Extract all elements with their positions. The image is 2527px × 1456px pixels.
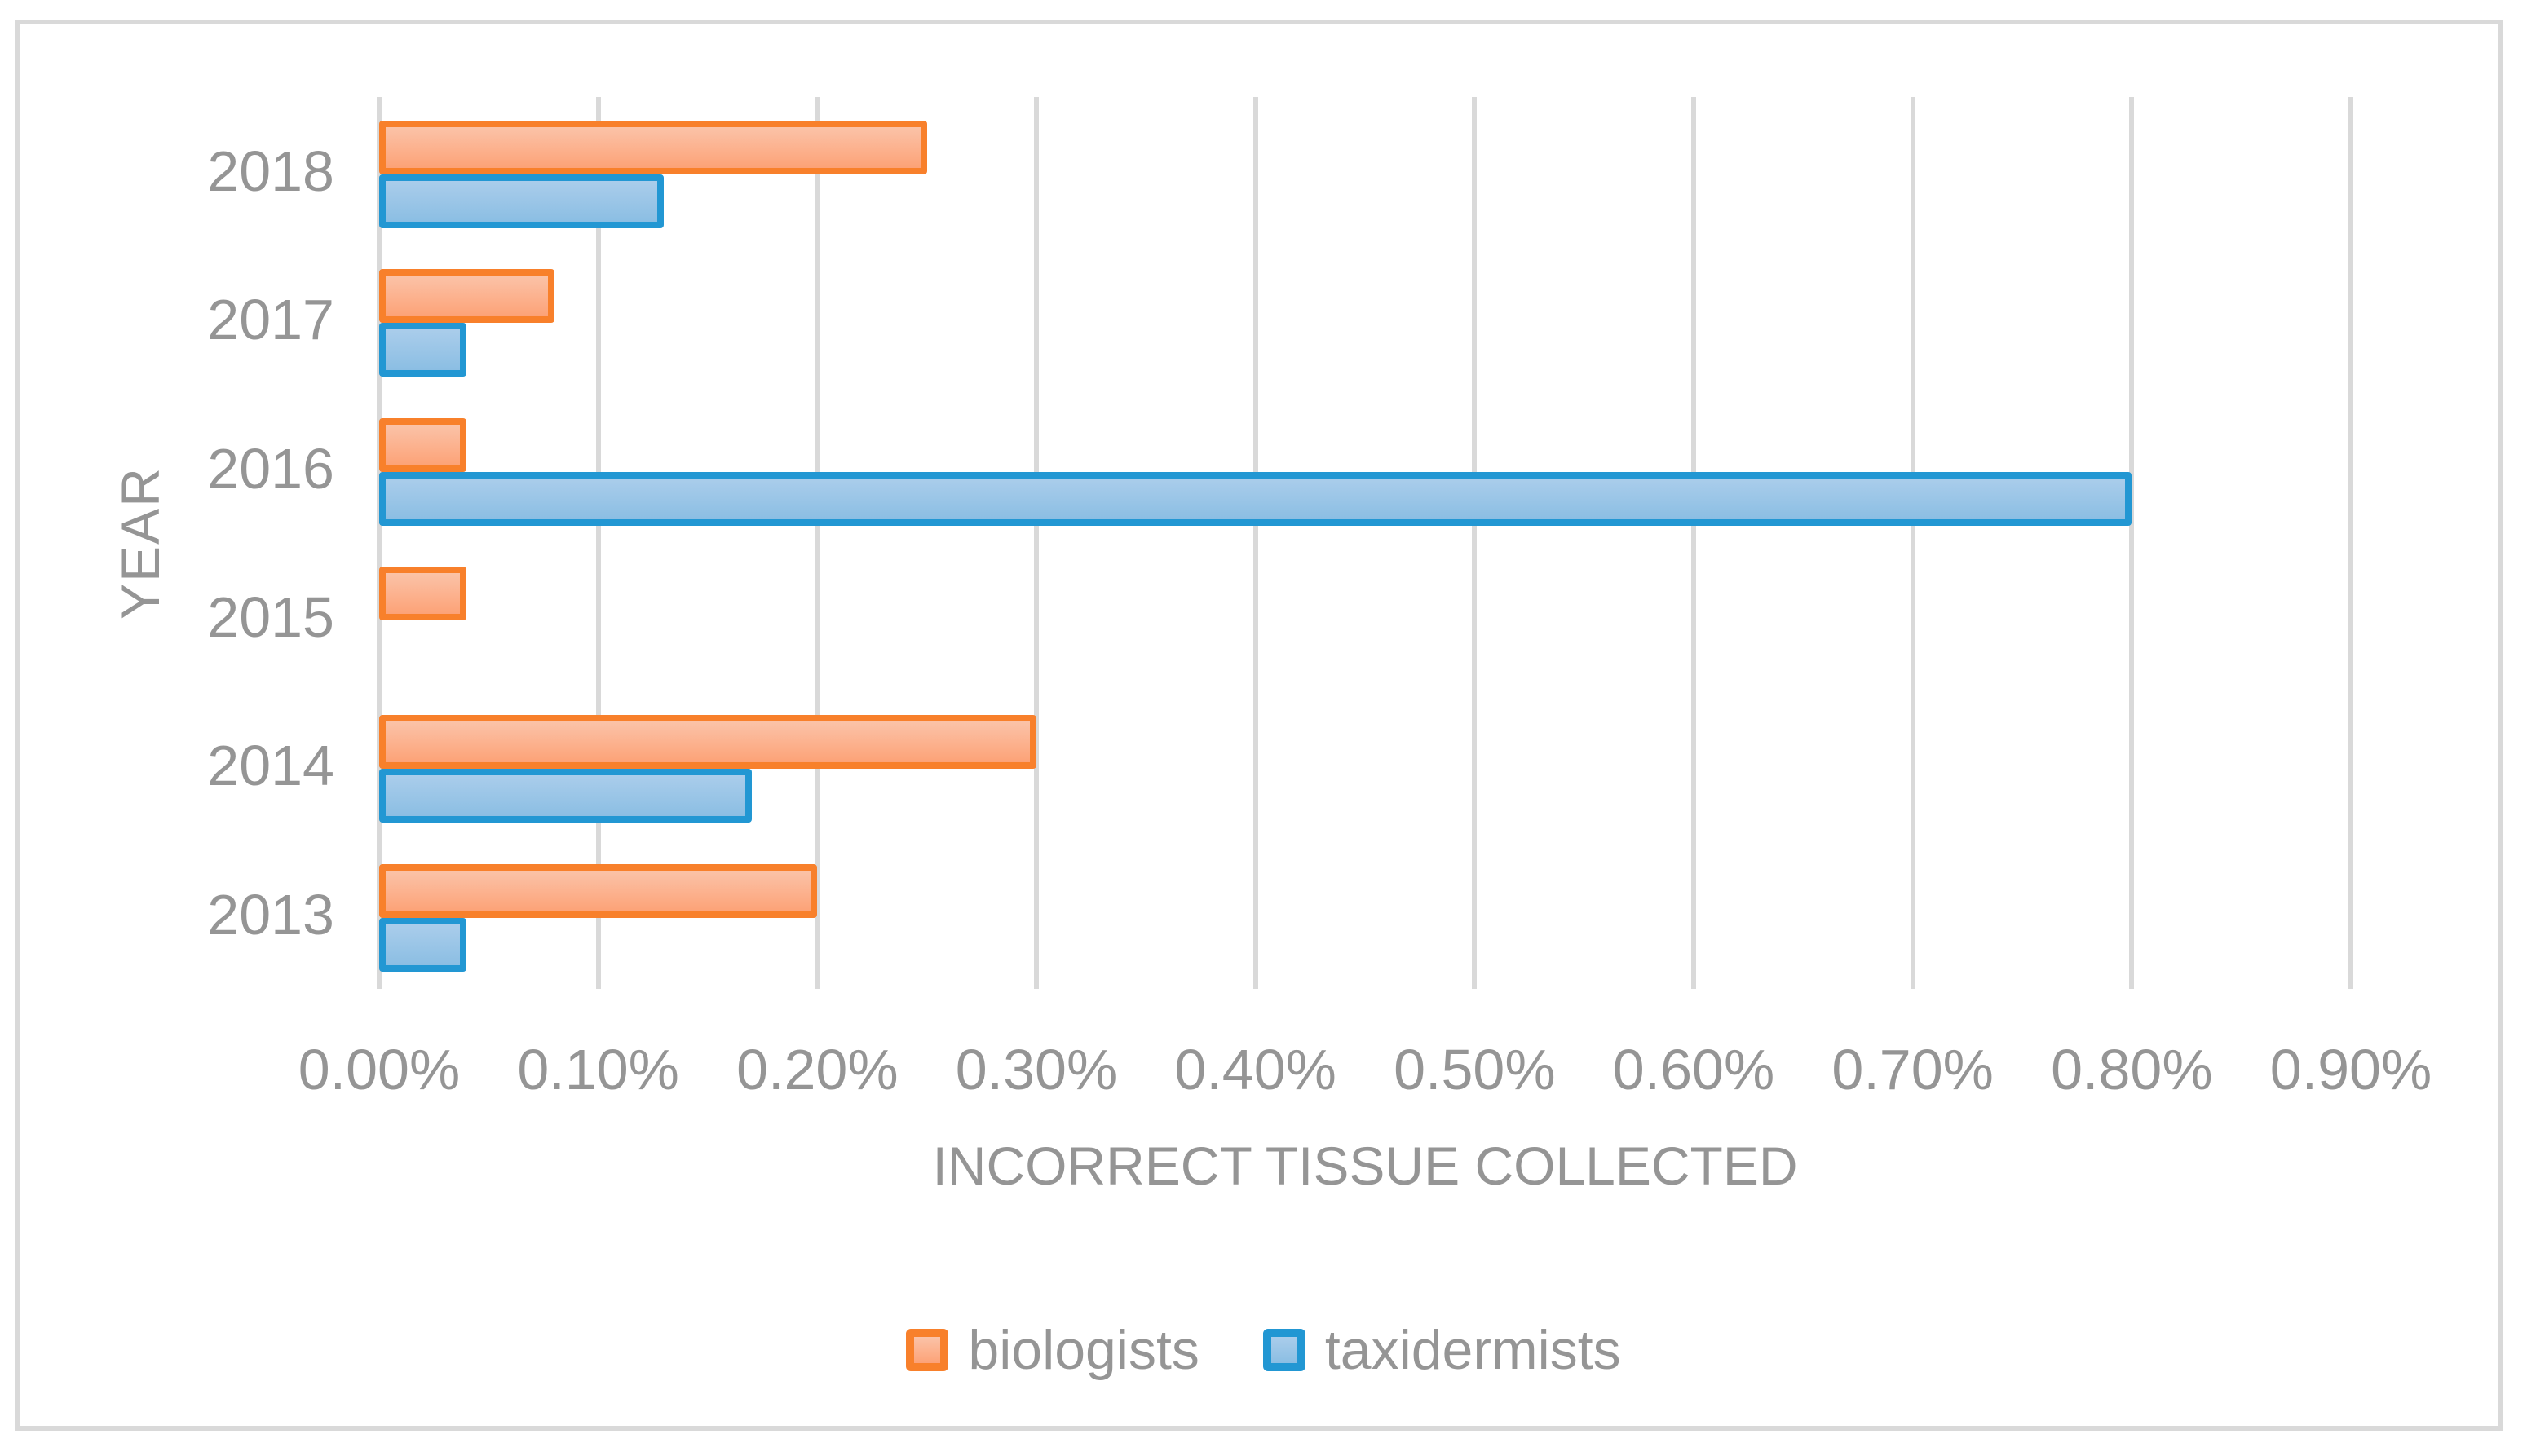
legend: biologists taxidermists bbox=[0, 1317, 2527, 1383]
x-tick-label: 0.70% bbox=[1831, 1038, 1994, 1101]
year-label-2015: 2015 bbox=[207, 585, 334, 650]
gridline bbox=[1252, 97, 1258, 989]
year-band-2018 bbox=[379, 97, 2351, 245]
bar-taxidermists-2013 bbox=[379, 917, 466, 972]
bar-biologists-2018 bbox=[379, 121, 927, 174]
x-tick-label: 0.40% bbox=[1174, 1038, 1336, 1101]
bar-biologists-2015 bbox=[379, 567, 466, 620]
x-axis-title: INCORRECT TISSUE COLLECTED bbox=[932, 1136, 1798, 1196]
bar-taxidermists-2017 bbox=[379, 323, 466, 377]
legend-swatch-taxidermists bbox=[1262, 1329, 1305, 1371]
x-tick-label: 0.90% bbox=[2269, 1038, 2432, 1101]
year-band-2013 bbox=[379, 841, 2351, 989]
bar-taxidermists-2018 bbox=[379, 174, 664, 228]
x-axis-tick-labels: 0.00% 0.10% 0.20% 0.30% 0.40% 0.50% 0.60% 0.70%… bbox=[0, 1037, 2527, 1110]
year-label-2014: 2014 bbox=[207, 734, 334, 798]
gridline bbox=[1034, 97, 1039, 989]
x-tick-label: 0.50% bbox=[1394, 1038, 1556, 1101]
year-band-2015 bbox=[379, 543, 2351, 691]
gridline bbox=[1910, 97, 1915, 989]
legend-item-biologists: biologists bbox=[906, 1318, 1199, 1382]
year-band-2014 bbox=[379, 691, 2351, 840]
year-label-2018: 2018 bbox=[207, 139, 334, 204]
year-label-2016: 2016 bbox=[207, 436, 334, 501]
x-tick-label: 0.00% bbox=[298, 1038, 461, 1101]
gridline bbox=[1691, 97, 1696, 989]
year-label-2013: 2013 bbox=[207, 882, 334, 946]
x-tick-label: 0.80% bbox=[2051, 1038, 2213, 1101]
year-label-2017: 2017 bbox=[207, 288, 334, 352]
x-tick-label: 0.10% bbox=[517, 1038, 679, 1101]
x-tick-label: 0.30% bbox=[955, 1038, 1118, 1101]
gridline bbox=[815, 97, 820, 989]
plot-area bbox=[377, 97, 2353, 989]
x-tick-label: 0.60% bbox=[1612, 1038, 1775, 1101]
gridline bbox=[2348, 97, 2353, 989]
bar-taxidermists-2016 bbox=[379, 471, 2132, 526]
bar-biologists-2014 bbox=[379, 715, 1036, 770]
gridline bbox=[2129, 97, 2135, 989]
bar-taxidermists-2014 bbox=[379, 769, 752, 823]
gridline bbox=[1472, 97, 1478, 989]
bar-biologists-2017 bbox=[379, 269, 554, 324]
bar-biologists-2016 bbox=[379, 417, 466, 472]
legend-label-biologists: biologists bbox=[968, 1319, 1199, 1381]
legend-swatch-biologists bbox=[906, 1329, 949, 1371]
bar-biologists-2013 bbox=[379, 863, 817, 918]
value-axis-line bbox=[377, 97, 382, 989]
y-axis-labels: 2018 2017 2016 2015 2014 2013 bbox=[114, 97, 334, 989]
x-tick-label: 0.20% bbox=[736, 1038, 899, 1101]
year-band-2016 bbox=[379, 395, 2351, 543]
legend-label-taxidermists: taxidermists bbox=[1324, 1319, 1621, 1381]
gridline bbox=[595, 97, 601, 989]
year-band-2017 bbox=[379, 245, 2351, 394]
legend-item-taxidermists: taxidermists bbox=[1262, 1318, 1621, 1382]
